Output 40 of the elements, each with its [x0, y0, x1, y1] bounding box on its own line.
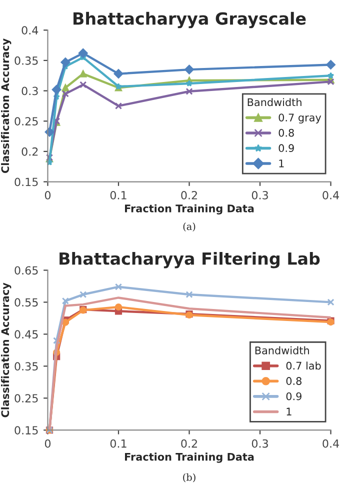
- legend-label: 1: [279, 160, 284, 168]
- legend-label: 0.8: [278, 128, 294, 137]
- y-tick-label: 0.55: [14, 298, 38, 307]
- y-tick-label: 0.2: [22, 147, 38, 156]
- y-tick-label: 0.45: [14, 330, 38, 339]
- x-tick-label: 0.3: [252, 190, 268, 200]
- y-tick-label: 0.35: [14, 56, 38, 65]
- y-tick-label: 0.3: [22, 86, 38, 96]
- x-tick-label: 0.2: [181, 190, 197, 200]
- legend-title: Bandwidth: [255, 346, 309, 354]
- x-tick-label: 0.1: [110, 190, 126, 200]
- legend-label: 1: [286, 408, 292, 416]
- x-tick-label: 0.4: [322, 439, 339, 448]
- x-tick-label: 0.1: [110, 439, 126, 448]
- text: (a): [183, 222, 196, 232]
- y-tick-label: 0.65: [14, 266, 38, 275]
- x-tick-label: 0.2: [181, 439, 197, 448]
- legend-label: 0.7 gray: [278, 114, 322, 124]
- legend-label: 0.9: [278, 144, 294, 152]
- x-axis-title: Fraction Training Data: [125, 204, 254, 214]
- legend-title: Bandwidth: [248, 98, 302, 106]
- x-tick-label: 0: [44, 439, 51, 448]
- legend-label: 0.9: [286, 392, 302, 400]
- x-axis-title: Fraction Training Data: [125, 452, 254, 463]
- y-tick-label: 0.15: [14, 426, 38, 434]
- y-tick-label: 0.15: [14, 178, 38, 186]
- text: (b): [183, 473, 196, 482]
- y-tick-label: 0.25: [14, 117, 38, 126]
- y-tick-label: 0.25: [14, 394, 38, 403]
- y-axis-title: Classification Accuracy: [1, 282, 12, 418]
- x-tick-label: 0: [44, 190, 51, 200]
- y-axis-title: Classification Accuracy: [1, 38, 12, 174]
- x-tick-label: 0.3: [252, 439, 268, 448]
- chart-title: Bhattacharyya Filtering Lab: [60, 252, 320, 268]
- x-tick-label: 0.4: [322, 190, 339, 200]
- legend-label: 0.7 lab: [286, 362, 321, 370]
- chart-title: Bhattacharyya Grayscale: [74, 12, 306, 28]
- legend-label: 0.8: [286, 377, 302, 385]
- y-tick-label: 0.35: [14, 362, 38, 371]
- y-tick-label: 0.4: [22, 26, 38, 35]
